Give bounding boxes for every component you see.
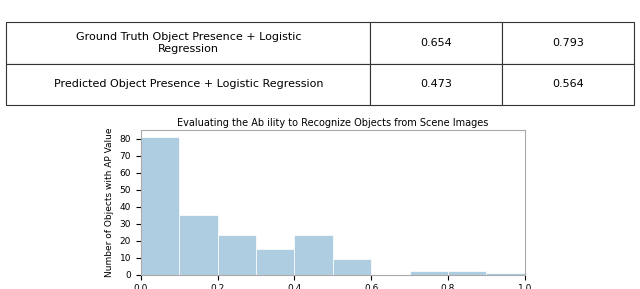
Title: Evaluating the Ab ility to Recognize Objects from Scene Images: Evaluating the Ab ility to Recognize Obj… (177, 118, 488, 128)
Bar (333, 259, 371, 275)
Bar (179, 215, 218, 275)
Bar (218, 236, 256, 275)
Bar (294, 236, 333, 275)
Bar (410, 271, 448, 275)
Bar (486, 273, 525, 275)
Bar (448, 271, 486, 275)
Y-axis label: Number of Objects with AP Value: Number of Objects with AP Value (105, 127, 114, 277)
Bar (141, 137, 179, 275)
Bar (256, 249, 294, 275)
